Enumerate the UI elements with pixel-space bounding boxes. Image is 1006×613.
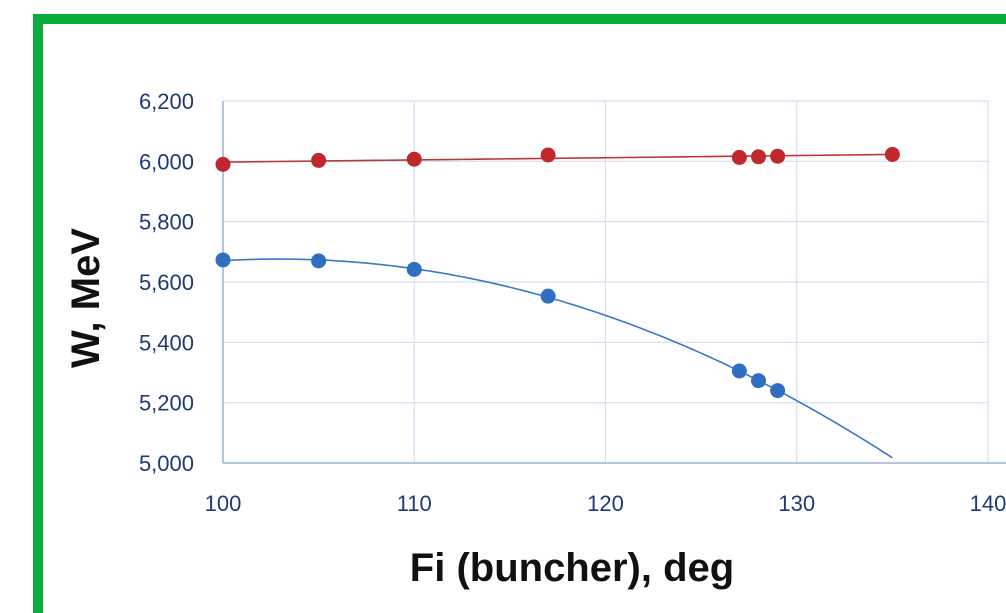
x-tick-label: 130 (778, 491, 815, 516)
red-series-point (406, 151, 422, 167)
y-tick-label: 6,200 (139, 89, 194, 114)
x-tick-label: 120 (587, 491, 624, 516)
blue-series-point (215, 252, 231, 268)
blue-series-point (770, 383, 786, 399)
red-series-point (884, 146, 900, 162)
y-tick-label: 5,200 (139, 391, 194, 416)
blue-series-point (406, 261, 422, 277)
green-frame-border (33, 14, 1006, 613)
red-series-point (311, 152, 327, 168)
y-tick-label: 6,000 (139, 149, 194, 174)
blue-series-point (751, 373, 766, 389)
red-series-point (731, 149, 747, 165)
blue-series-trendline (222, 258, 893, 459)
red-series-point (215, 156, 231, 172)
y-tick-label: 5,800 (139, 210, 194, 235)
blue-series-point (731, 363, 747, 379)
x-axis-title: Fi (buncher), deg (410, 546, 734, 590)
y-tick-label: 5,000 (139, 451, 194, 476)
x-tick-label: 100 (205, 491, 242, 516)
y-tick-label: 5,600 (139, 270, 194, 295)
red-series-point (751, 149, 766, 165)
red-series-point (540, 147, 556, 163)
blue-series-point (540, 288, 556, 304)
y-axis-title: W, MeV (64, 228, 108, 368)
red-series-point (770, 148, 786, 164)
x-tick-label: 140 (970, 491, 1006, 516)
x-tick-label: 110 (397, 491, 432, 516)
y-tick-label: 5,400 (139, 330, 194, 355)
blue-series-point (311, 253, 327, 269)
